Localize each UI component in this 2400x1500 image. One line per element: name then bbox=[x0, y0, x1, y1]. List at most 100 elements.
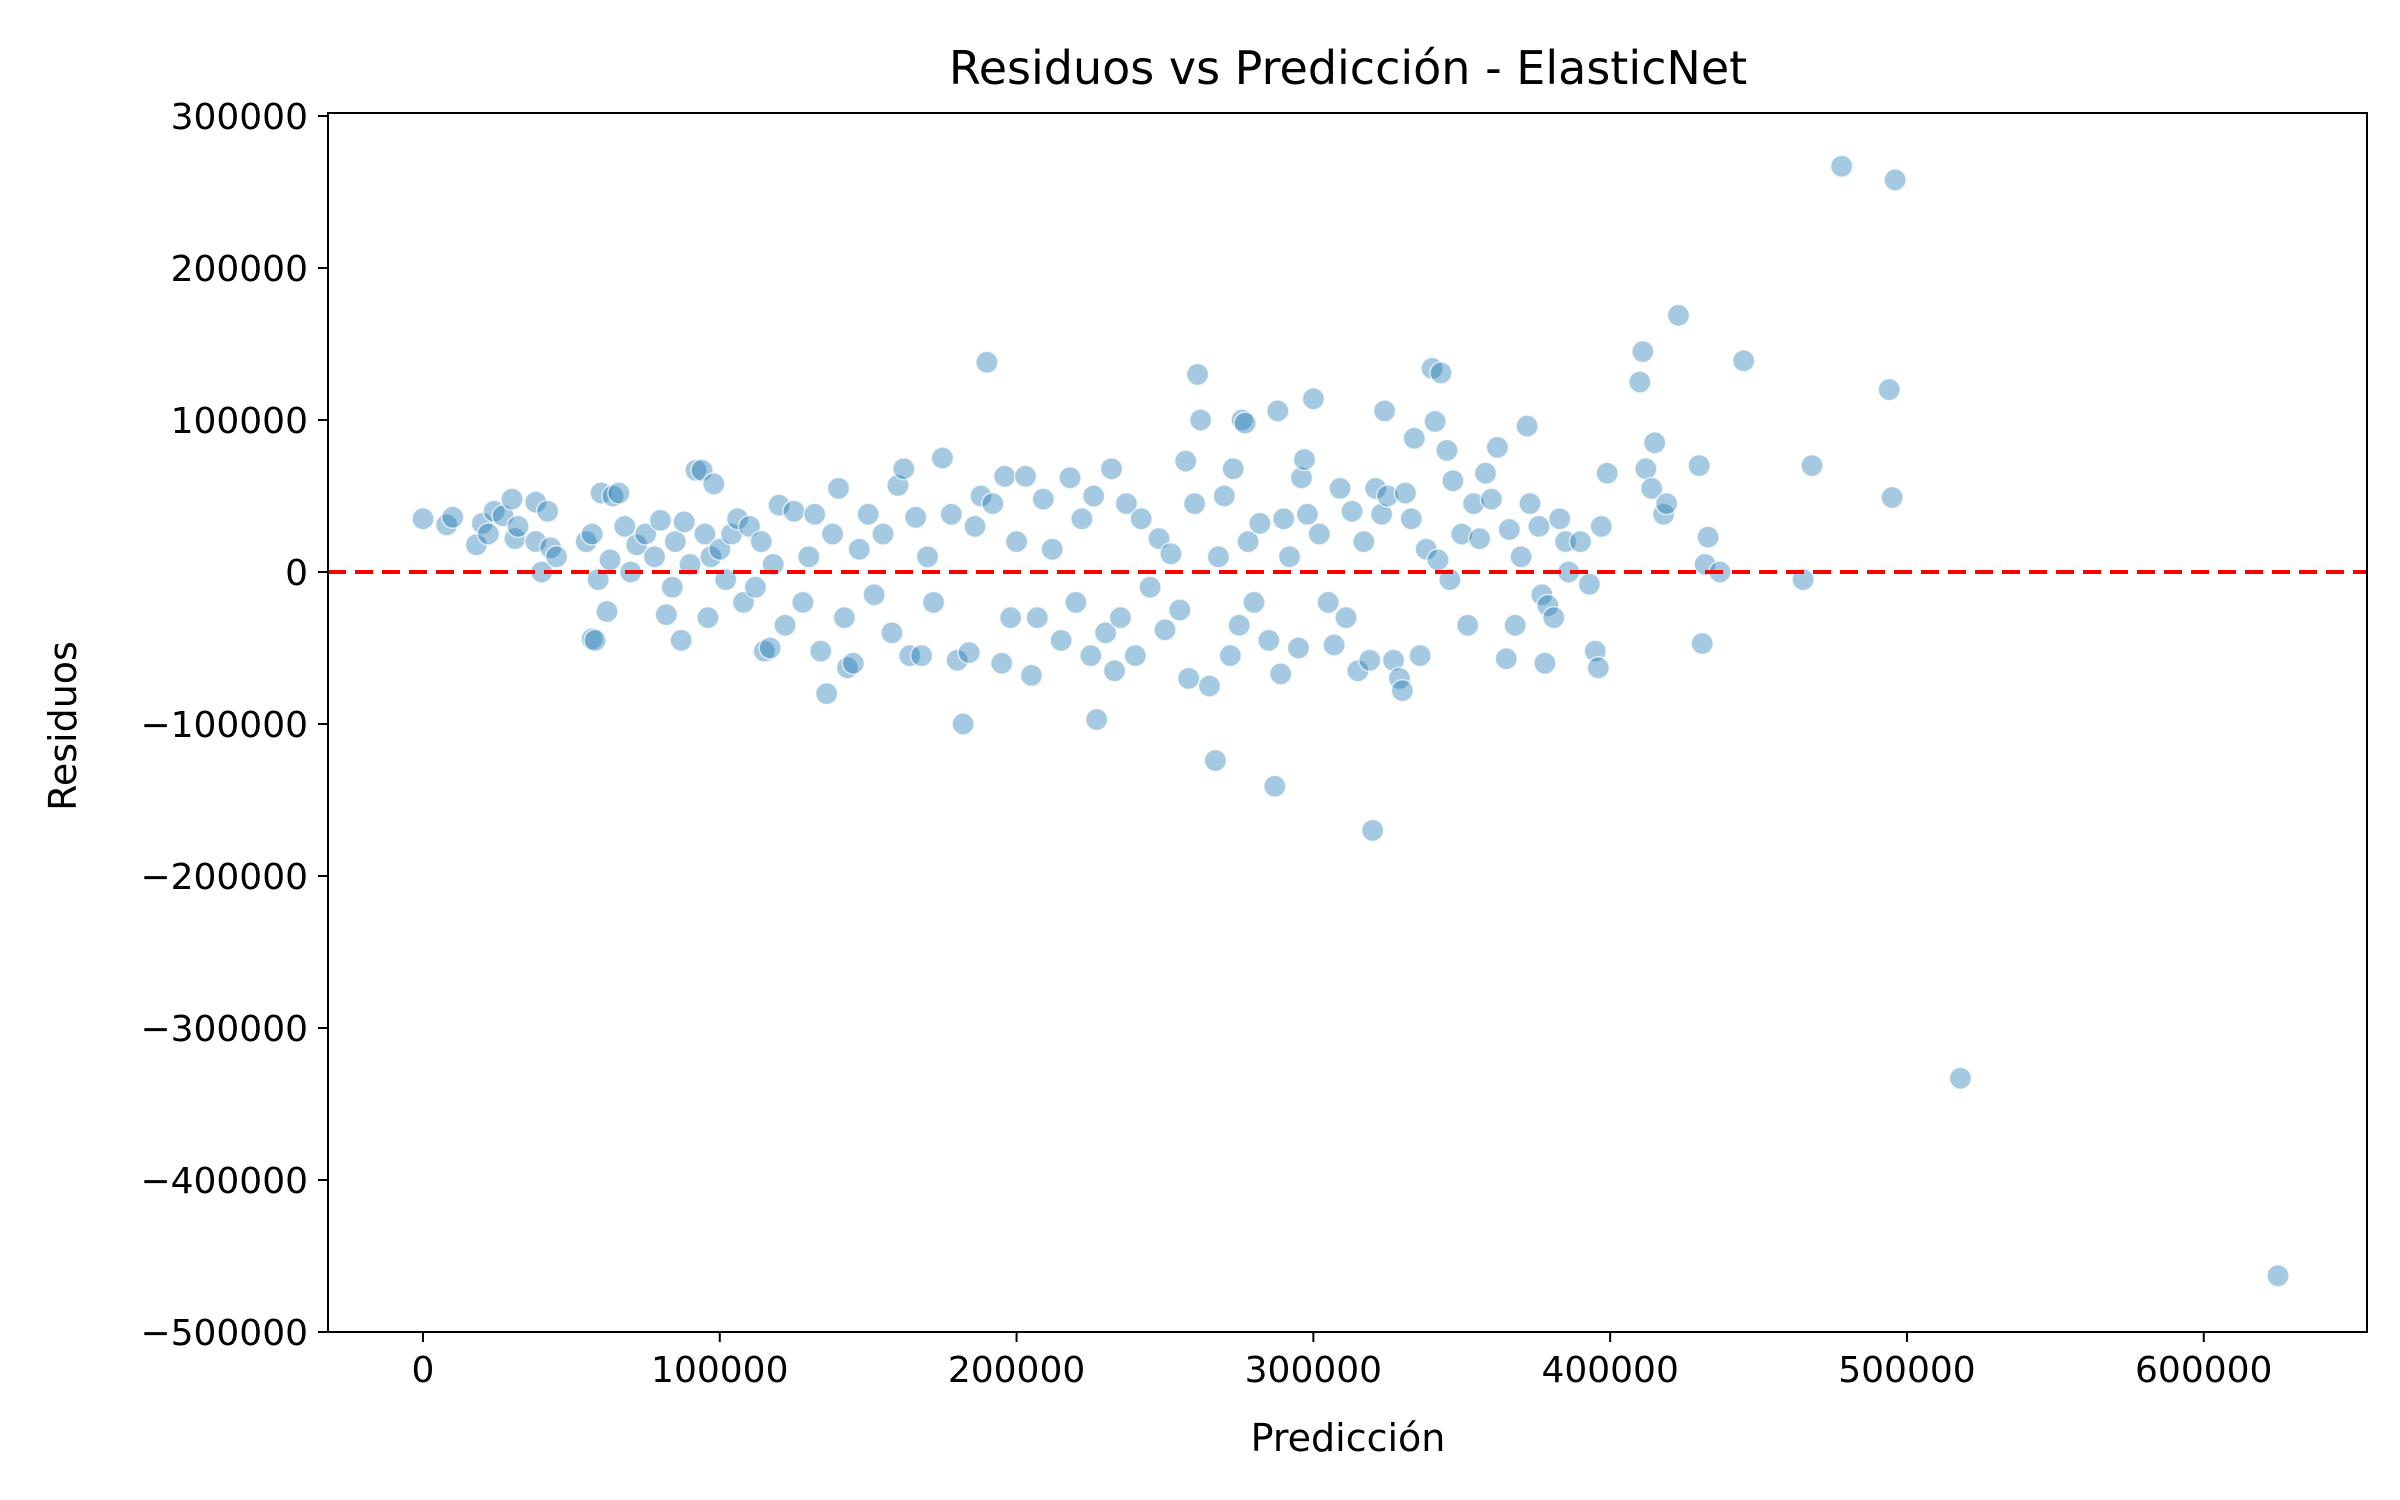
data-point bbox=[1518, 491, 1542, 516]
data-point bbox=[1568, 529, 1593, 554]
data-point bbox=[1242, 590, 1266, 615]
data-point bbox=[814, 681, 839, 706]
data-point bbox=[672, 510, 696, 534]
data-point bbox=[1639, 476, 1664, 501]
data-point bbox=[963, 514, 987, 539]
data-point bbox=[535, 499, 560, 523]
data-point bbox=[1467, 526, 1492, 551]
data-point bbox=[1307, 522, 1332, 546]
data-point bbox=[1696, 525, 1720, 549]
data-point bbox=[1081, 484, 1106, 508]
data-point bbox=[975, 350, 999, 375]
x-tick-label: 200000 bbox=[948, 1350, 1085, 1391]
data-point bbox=[998, 605, 1023, 630]
data-point bbox=[1435, 438, 1459, 463]
data-point bbox=[601, 484, 625, 508]
x-tick-label: 400000 bbox=[1541, 1350, 1678, 1391]
data-point bbox=[1536, 593, 1560, 618]
y-tick-label: −300000 bbox=[140, 1009, 308, 1050]
data-point bbox=[1316, 590, 1340, 615]
data-point bbox=[1084, 707, 1109, 732]
data-point bbox=[1497, 517, 1522, 542]
data-point bbox=[1375, 484, 1400, 508]
data-point bbox=[969, 484, 993, 508]
data-point bbox=[1381, 648, 1406, 672]
data-point bbox=[841, 651, 866, 675]
data-point bbox=[1049, 628, 1073, 653]
data-point bbox=[1438, 567, 1462, 592]
data-point bbox=[1176, 666, 1201, 691]
data-point bbox=[1340, 499, 1364, 523]
data-point bbox=[1221, 456, 1245, 481]
data-point bbox=[1301, 387, 1326, 411]
y-tick-label: −500000 bbox=[140, 1313, 308, 1354]
data-point bbox=[820, 522, 845, 546]
data-point bbox=[1206, 545, 1231, 569]
data-point bbox=[583, 628, 607, 653]
data-point bbox=[1494, 646, 1519, 671]
data-point bbox=[1461, 491, 1486, 516]
data-point bbox=[1203, 748, 1228, 773]
data-point bbox=[1883, 168, 1907, 192]
data-point bbox=[633, 522, 658, 546]
data-point bbox=[524, 529, 548, 554]
data-point bbox=[897, 643, 922, 668]
data-point bbox=[802, 502, 827, 527]
data-point bbox=[1173, 449, 1198, 473]
y-tick-label: 0 bbox=[285, 553, 308, 594]
data-point bbox=[1829, 154, 1854, 178]
data-point bbox=[1577, 572, 1602, 596]
data-point bbox=[1515, 414, 1539, 438]
x-tick-label: 300000 bbox=[1245, 1350, 1382, 1391]
y-tick-label: 300000 bbox=[171, 97, 308, 138]
data-point bbox=[957, 640, 981, 665]
data-point bbox=[1634, 456, 1658, 481]
y-tick-label: 200000 bbox=[171, 249, 308, 290]
data-point bbox=[1393, 481, 1418, 505]
data-point bbox=[440, 505, 465, 530]
data-point bbox=[1791, 567, 1815, 592]
data-point bbox=[506, 514, 530, 539]
data-point bbox=[1880, 485, 1904, 510]
data-point bbox=[826, 476, 851, 501]
y-tick-label: −400000 bbox=[140, 1161, 308, 1202]
data-point bbox=[1390, 678, 1415, 703]
data-point bbox=[1687, 453, 1711, 478]
data-point bbox=[1948, 1066, 1973, 1090]
data-point bbox=[580, 522, 604, 546]
x-tick-label: 100000 bbox=[651, 1350, 788, 1391]
data-point bbox=[1102, 659, 1127, 683]
data-point bbox=[1277, 545, 1302, 569]
data-point bbox=[654, 602, 679, 627]
data-point bbox=[1168, 598, 1192, 622]
data-point bbox=[1268, 662, 1293, 686]
data-point bbox=[613, 514, 637, 539]
data-point bbox=[1731, 349, 1756, 373]
data-point bbox=[1423, 409, 1447, 434]
data-point bbox=[915, 545, 940, 569]
x-axis-label: Predicción bbox=[1251, 1416, 1446, 1460]
x-tick-label: 0 bbox=[412, 1350, 435, 1391]
data-point bbox=[1212, 484, 1237, 508]
data-point bbox=[989, 651, 1014, 675]
data-point bbox=[981, 491, 1005, 516]
data-point bbox=[1025, 605, 1050, 630]
data-point bbox=[1693, 552, 1717, 577]
data-point bbox=[782, 499, 806, 523]
data-point bbox=[1334, 605, 1358, 630]
data-point bbox=[1114, 491, 1139, 516]
scatter-points bbox=[411, 154, 2290, 1288]
data-point bbox=[758, 636, 782, 660]
data-point bbox=[1031, 487, 1056, 511]
data-point bbox=[411, 507, 435, 531]
data-point bbox=[1586, 656, 1611, 680]
data-point bbox=[696, 605, 720, 630]
data-point bbox=[1295, 502, 1320, 527]
data-point bbox=[1108, 605, 1133, 630]
data-point bbox=[773, 613, 797, 637]
data-point bbox=[930, 446, 955, 470]
data-point bbox=[1363, 476, 1388, 501]
data-point bbox=[1450, 522, 1474, 546]
data-point bbox=[1485, 435, 1510, 460]
